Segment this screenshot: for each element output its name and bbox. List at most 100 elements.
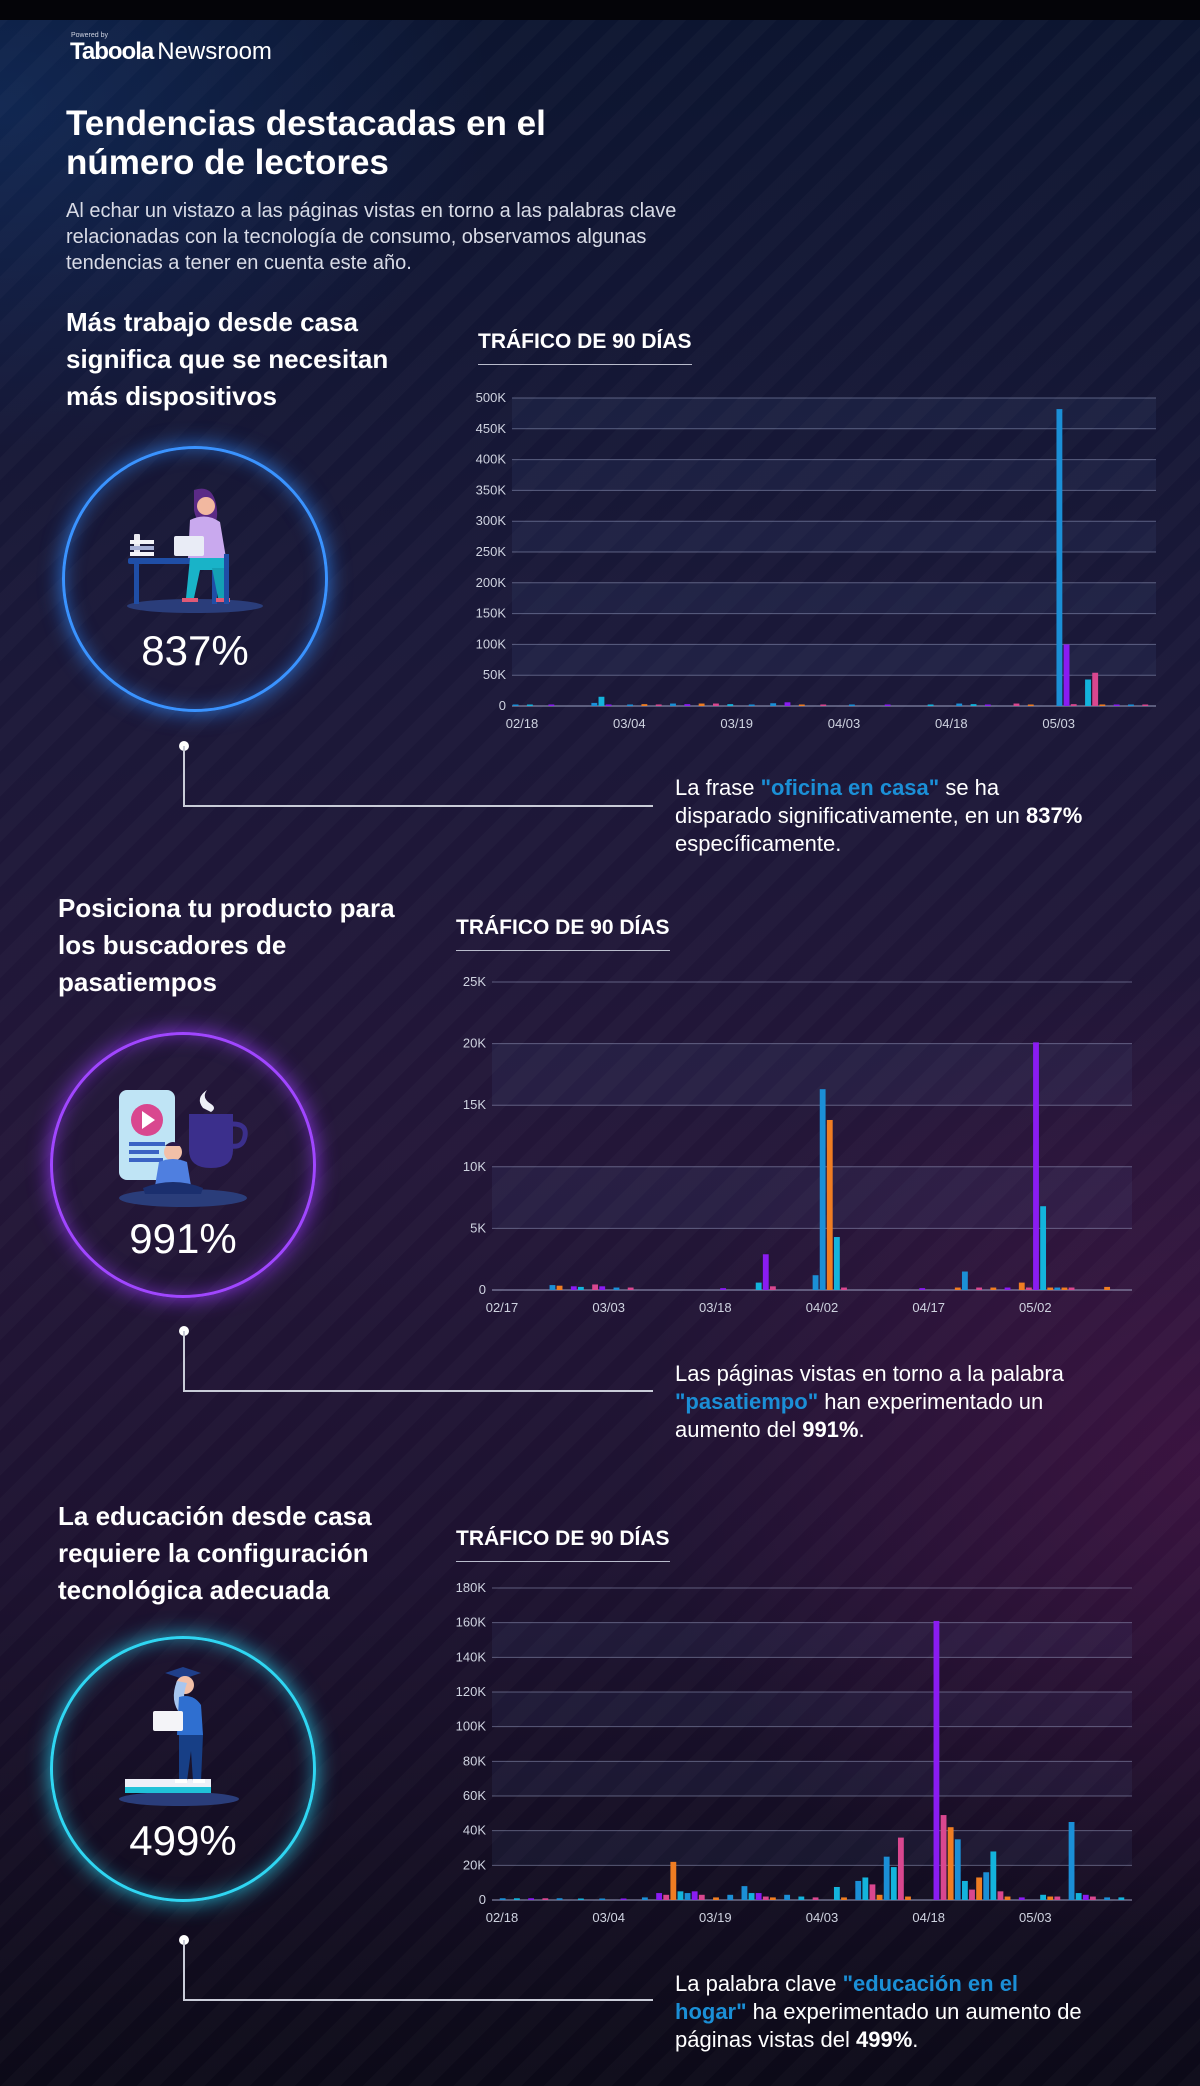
bar xyxy=(1092,672,1099,706)
bar xyxy=(713,1897,719,1900)
bar xyxy=(748,1893,755,1900)
section-1-title: Más trabajo desde casa significa que se … xyxy=(66,307,389,411)
bar xyxy=(947,1827,954,1900)
y-tick-label: 0 xyxy=(479,1892,486,1907)
bar xyxy=(933,1620,940,1900)
bar xyxy=(748,704,755,706)
bar xyxy=(1113,704,1120,706)
chart-svg: 0 50K 100K 150K 200K 250K 300K 350K 400K 450K 500K… xyxy=(476,390,1156,731)
section-1-percent: 837% xyxy=(141,627,249,674)
keyword-highlight: "educación en el hogar" xyxy=(675,1971,1019,2024)
bar xyxy=(990,1287,997,1290)
bar xyxy=(627,1287,634,1290)
chart-1: 0 50K 100K 150K 200K 250K 300K 350K 400K 450K 500K… xyxy=(470,390,1158,731)
bar xyxy=(1040,1894,1047,1900)
bar xyxy=(755,1282,762,1290)
grid-band xyxy=(512,521,1156,552)
bar xyxy=(1047,1287,1054,1290)
logo-bold: Taboola xyxy=(70,38,154,65)
y-tick-label: 60K xyxy=(463,1788,486,1803)
bar xyxy=(819,1089,826,1290)
grid-band xyxy=(512,582,1156,614)
grid-band xyxy=(492,1761,1132,1796)
x-tick-label: 03/03 xyxy=(592,1300,625,1315)
bar xyxy=(526,704,533,706)
bar xyxy=(826,1119,833,1290)
bar xyxy=(1118,1897,1125,1900)
bar xyxy=(954,1287,961,1290)
section-3-note: La palabra clave "educación en el hogar"… xyxy=(675,1971,1082,2052)
section-3-chart-title: TRÁFICO DE 90 DÍAS xyxy=(456,1527,670,1562)
y-tick-label: 20K xyxy=(463,1857,486,1872)
bar xyxy=(940,1815,947,1900)
bar xyxy=(956,703,963,706)
bar xyxy=(755,1893,762,1900)
chart-svg: 0 5K 10K 15K 20K 25K 02/17 03/03 03/18 04/02 04/17… xyxy=(463,974,1132,1315)
bar xyxy=(1033,1042,1039,1290)
keyword-highlight: "pasatiempo" xyxy=(675,1389,819,1414)
section-1-ring: 837% xyxy=(62,446,328,712)
section-2-percent: 991% xyxy=(129,1215,237,1262)
bar xyxy=(592,1284,599,1290)
bar xyxy=(641,704,648,706)
bar xyxy=(1004,1287,1011,1290)
y-tick-label: 50K xyxy=(483,667,506,682)
bar xyxy=(670,1861,677,1900)
x-tick-label: 04/18 xyxy=(935,716,968,731)
x-tick-label: 03/04 xyxy=(592,1910,625,1925)
bar xyxy=(812,1897,819,1900)
section-2-note: Las páginas vistas en torno a la palabra… xyxy=(675,1361,1064,1442)
x-tick-label: 04/18 xyxy=(912,1910,945,1925)
bar xyxy=(820,704,827,706)
y-tick-label: 450K xyxy=(476,421,507,436)
bar xyxy=(905,1896,911,1900)
x-tick-label: 05/03 xyxy=(1019,1910,1052,1925)
bar xyxy=(499,1898,506,1900)
bar xyxy=(512,704,519,706)
bar xyxy=(542,1898,549,1900)
y-tick-label: 180K xyxy=(456,1580,487,1595)
y-tick-label: 200K xyxy=(476,575,507,590)
chart-2: 0 5K 10K 15K 20K 25K 02/17 03/03 03/18 04/02 04/17… xyxy=(450,974,1134,1315)
bar xyxy=(997,1891,1004,1900)
bar xyxy=(663,1894,670,1900)
bar xyxy=(1089,1896,1096,1900)
section-3-ring: 499% xyxy=(50,1636,316,1902)
bar xyxy=(1056,409,1063,706)
bar xyxy=(1054,1287,1061,1290)
grid-band xyxy=(512,398,1156,429)
bar xyxy=(1047,1896,1054,1900)
section-3-title: La educación desde casa requiere la conf… xyxy=(58,1501,372,1605)
y-tick-label: 0 xyxy=(479,1282,486,1297)
bar xyxy=(862,1877,869,1900)
bar xyxy=(1063,644,1070,706)
bar xyxy=(727,704,734,706)
y-tick-label: 500K xyxy=(476,390,507,405)
bar xyxy=(1004,1896,1011,1900)
bar xyxy=(798,704,805,706)
bar xyxy=(961,1880,968,1900)
x-tick-label: 04/02 xyxy=(806,1300,839,1315)
bar xyxy=(961,1271,968,1290)
bar xyxy=(698,703,705,706)
x-tick-label: 03/18 xyxy=(699,1300,732,1315)
bar xyxy=(855,1880,862,1900)
bar xyxy=(549,1285,556,1290)
bar xyxy=(1099,704,1106,706)
grid-band xyxy=(512,644,1156,676)
bar xyxy=(613,1287,620,1290)
x-tick-label: 03/19 xyxy=(720,716,753,731)
bar xyxy=(969,1889,975,1900)
bar xyxy=(1104,1286,1111,1290)
bar xyxy=(591,702,598,706)
y-tick-label: 5K xyxy=(470,1220,486,1235)
bar xyxy=(641,1897,648,1900)
x-tick-label: 03/19 xyxy=(699,1910,732,1925)
bar xyxy=(884,704,891,706)
intro-text: Al echar un vistazo a las páginas vistas… xyxy=(66,200,677,274)
bar xyxy=(876,1894,883,1900)
bar xyxy=(1018,1282,1025,1290)
bar xyxy=(812,1275,819,1290)
bar xyxy=(741,1886,748,1900)
x-tick-label: 05/02 xyxy=(1019,1300,1052,1315)
